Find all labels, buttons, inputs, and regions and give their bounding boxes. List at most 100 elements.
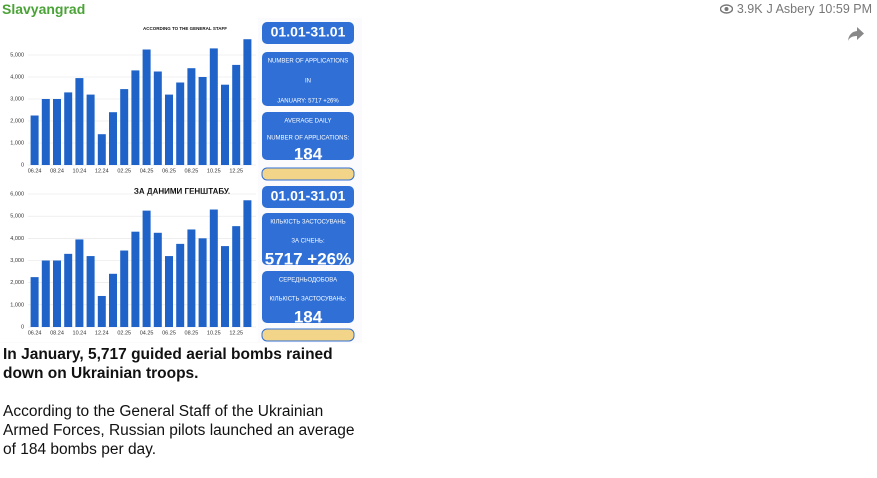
x-tick-label: 10.25 xyxy=(207,330,221,336)
y-tick-label: 6,000 xyxy=(10,191,24,197)
x-tick-label: 12.25 xyxy=(229,330,243,336)
y-tick-label: 4,000 xyxy=(10,236,24,242)
bar xyxy=(120,89,129,165)
x-tick-label: 02.25 xyxy=(117,330,131,336)
message: In January, 5,717 guided aerial bombs ra… xyxy=(3,345,368,478)
page: Slavyangrad 3.9K J Asbery 10:59 PM ACCOR… xyxy=(0,1,872,458)
panel-text: 5717 +26% xyxy=(265,249,352,268)
message-headline: In January, 5,717 guided aerial bombs ra… xyxy=(3,346,333,382)
bar xyxy=(97,134,106,165)
bar xyxy=(153,232,162,327)
bar xyxy=(131,70,140,165)
bar xyxy=(30,277,39,327)
bar xyxy=(232,226,241,327)
share-button[interactable] xyxy=(847,26,865,42)
panel-text: 184 xyxy=(294,307,323,326)
bar xyxy=(142,210,151,327)
bar xyxy=(41,99,50,165)
x-tick-label: 12.24 xyxy=(95,168,109,174)
bar xyxy=(153,71,162,165)
bar xyxy=(165,94,173,165)
bar xyxy=(97,295,106,327)
panel-text: СЕРЕДНЬОДОБОВА xyxy=(279,278,337,284)
y-tick-label: 1,000 xyxy=(10,302,24,308)
info-panel xyxy=(262,22,354,44)
x-tick-label: 12.24 xyxy=(95,330,109,336)
views-icon xyxy=(719,4,733,14)
bar xyxy=(86,256,95,327)
panel-text: JANUARY: 5717 +26% xyxy=(277,99,339,105)
panel-text: IN xyxy=(305,79,311,85)
y-tick-label: 0 xyxy=(21,324,24,330)
y-tick-label: 3,000 xyxy=(10,96,24,102)
y-tick-label: 5,000 xyxy=(10,52,24,58)
bar xyxy=(221,246,229,327)
panel-text: 184 xyxy=(294,144,323,163)
bar xyxy=(53,260,61,327)
bar xyxy=(109,273,117,327)
x-tick-label: 04.25 xyxy=(140,168,154,174)
y-tick-label: 2,000 xyxy=(10,280,24,286)
time: 10:59 PM xyxy=(818,2,872,16)
bar xyxy=(75,78,84,165)
info-panel xyxy=(262,112,354,160)
x-tick-label: 08.25 xyxy=(185,168,199,174)
x-tick-label: 12.25 xyxy=(229,168,243,174)
y-tick-label: 2,000 xyxy=(10,118,24,124)
panel-text: КІЛЬКІСТЬ ЗАСТОСУВАНЬ xyxy=(270,220,345,226)
bar xyxy=(187,229,196,327)
bar xyxy=(221,84,229,165)
bar xyxy=(176,243,185,327)
panel-text: NUMBER OF APPLICATIONS: xyxy=(267,136,350,142)
panel-text: AVERAGE DAILY xyxy=(284,119,331,125)
x-tick-label: 02.25 xyxy=(117,168,131,174)
panel-strip xyxy=(261,167,355,181)
bar xyxy=(131,231,140,327)
bar xyxy=(75,239,84,327)
x-tick-label: 04.25 xyxy=(140,330,154,336)
y-tick-label: 3,000 xyxy=(10,258,24,264)
y-tick-label: 5,000 xyxy=(10,214,24,220)
x-tick-label: 06.24 xyxy=(28,168,42,174)
bar xyxy=(64,253,73,327)
panel-text: NUMBER OF APPLICATIONS xyxy=(268,59,349,65)
bar xyxy=(243,39,252,165)
info-panel xyxy=(262,213,354,265)
bar xyxy=(41,260,50,327)
chart-panel xyxy=(0,180,258,342)
y-tick-label: 4,000 xyxy=(10,74,24,80)
message-body: According to the General Staff of the Uk… xyxy=(3,403,355,458)
bar xyxy=(198,77,207,165)
views: 3.9K xyxy=(736,2,763,16)
bar xyxy=(120,250,129,327)
x-tick-label: 10.24 xyxy=(73,330,87,336)
panel-text: КІЛЬКІСТЬ ЗАСТОСУВАНЬ: xyxy=(270,297,347,303)
bar xyxy=(209,209,218,327)
y-tick-label: 0 xyxy=(21,162,24,168)
bar xyxy=(243,200,252,327)
bar xyxy=(165,256,173,327)
bar xyxy=(53,99,61,165)
panel-text: 01.01-31.01 xyxy=(271,24,346,40)
info-panel xyxy=(262,271,354,323)
bar xyxy=(209,48,218,165)
post-image[interactable]: ACCORDING TO THE GENERAL STAFF 0 1,000 2,00… xyxy=(0,18,362,343)
bar xyxy=(142,49,151,165)
bar xyxy=(187,68,196,165)
bar xyxy=(198,238,207,327)
chart-caption: ACCORDING TO THE GENERAL STAFF xyxy=(143,26,227,31)
bar xyxy=(232,64,241,165)
info-panel xyxy=(262,52,354,106)
bar xyxy=(176,82,185,165)
channel-name[interactable]: Slavyangrad xyxy=(2,1,86,17)
chart-caption: ЗА ДАНИМИ ГЕНШТАБУ. xyxy=(134,187,230,196)
post-meta: 3.9K J Asbery 10:59 PM xyxy=(719,2,872,16)
x-tick-label: 08.24 xyxy=(50,330,64,336)
panel-strip xyxy=(261,328,355,342)
x-tick-label: 06.25 xyxy=(162,330,176,336)
panel-text: ЗА СІЧЕНЬ: xyxy=(291,239,325,245)
bar xyxy=(86,94,95,165)
bar xyxy=(64,92,73,165)
panel-text: 01.01-31.01 xyxy=(271,188,346,204)
info-panel xyxy=(262,186,354,208)
